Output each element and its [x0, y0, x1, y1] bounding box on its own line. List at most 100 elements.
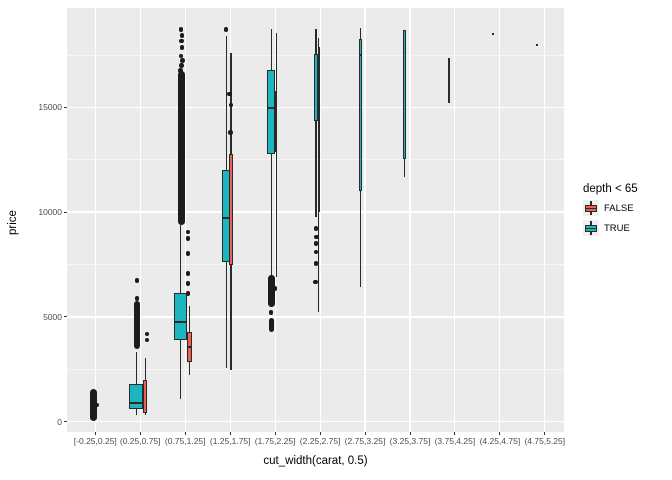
x-tick	[499, 432, 501, 435]
whisker-upper	[448, 57, 450, 63]
whisker-lower	[270, 153, 272, 278]
gridline-minor-y	[67, 368, 564, 370]
outlier-dot	[272, 286, 278, 291]
x-tick-label: (2.75,3.25]	[344, 436, 386, 446]
outlier-dot	[268, 310, 274, 315]
whisker-lower	[315, 120, 317, 218]
whisker-upper	[315, 28, 317, 55]
median-line	[267, 107, 276, 110]
gridline-major-x	[184, 8, 186, 432]
legend-title: depth < 65	[583, 183, 638, 195]
median-line	[274, 123, 278, 125]
whisker-lower	[359, 190, 361, 288]
box-false	[229, 153, 233, 265]
median-line	[222, 217, 231, 220]
gridline-major-y	[67, 316, 564, 318]
y-tick-label: 10000	[38, 207, 62, 218]
outlier-dot	[179, 33, 185, 38]
box-true	[447, 62, 451, 96]
y-tick-label: 5000	[43, 311, 62, 322]
x-tick-label: (3.25,3.75]	[389, 436, 431, 446]
gridline-major-x	[409, 8, 411, 432]
whisker-lower	[179, 340, 181, 400]
gridline-major-x	[139, 8, 141, 432]
box-true	[492, 33, 495, 36]
gridline-major-x	[94, 8, 96, 432]
outlier-dot	[313, 241, 319, 246]
outlier-dot	[185, 251, 191, 256]
whisker-upper	[318, 38, 320, 47]
x-tick	[229, 432, 231, 435]
y-tick	[64, 421, 67, 423]
x-tick-label: (4.75,5.25]	[524, 436, 566, 446]
outlier-dot	[313, 226, 319, 232]
outlier-dot	[179, 38, 184, 44]
outlier-dot	[185, 291, 191, 296]
legend-items: FALSE TRUE	[583, 200, 638, 236]
whisker-upper	[359, 27, 361, 39]
whisker-upper	[135, 352, 137, 385]
outlier-dot	[179, 45, 185, 50]
outlier-dot	[313, 249, 319, 255]
whisker-upper	[144, 358, 146, 380]
whisker-lower	[404, 158, 406, 178]
gridline-major-x	[274, 8, 276, 432]
outlier-dot	[180, 58, 185, 64]
box-false	[143, 380, 147, 413]
whisker-lower	[225, 262, 227, 369]
box-true	[403, 30, 407, 159]
gridline-major-x	[319, 8, 321, 432]
box-true	[536, 44, 539, 47]
median-line	[358, 54, 362, 57]
whisker-upper	[225, 36, 227, 170]
box-false	[317, 46, 320, 213]
gridline-major-y	[67, 420, 564, 423]
gridline-major-x	[544, 8, 546, 432]
whisker-lower	[448, 95, 450, 103]
x-tick	[544, 432, 546, 435]
outlier-run	[177, 71, 186, 226]
y-tick-label: 15000	[38, 102, 62, 113]
outlier-dot	[134, 296, 140, 301]
legend-key-boxplot-icon	[583, 200, 599, 216]
outlier-dot	[178, 27, 184, 32]
outlier-dot	[313, 279, 318, 285]
outlier-dot	[223, 27, 229, 32]
outlier-dot	[185, 281, 191, 286]
outlier-dot	[314, 234, 319, 240]
box-true	[173, 293, 187, 341]
y-tick	[64, 211, 67, 213]
legend-label: TRUE	[604, 222, 630, 234]
x-tick-label: (0.25,0.75]	[119, 436, 161, 446]
x-tick	[409, 432, 411, 435]
outlier-dot	[179, 63, 184, 69]
legend-key-boxplot-icon	[583, 220, 599, 236]
box-true	[314, 54, 318, 121]
outlier-run	[268, 274, 275, 307]
outlier-dot	[178, 53, 184, 59]
gridline-major-x	[499, 8, 501, 432]
outlier-dot	[228, 130, 233, 135]
x-tick	[94, 432, 96, 435]
x-axis-title: cut_width(carat, 0.5)	[263, 455, 368, 467]
x-tick-label: (3.75,4.25]	[434, 436, 476, 446]
outlier-run	[133, 301, 141, 349]
x-tick-label: [-0.25,0.25]	[73, 436, 117, 446]
median-line	[128, 401, 144, 404]
x-tick	[454, 432, 456, 435]
y-axis-title: price	[7, 210, 19, 236]
x-tick	[319, 432, 321, 435]
x-tick-label: (0.75,1.25]	[164, 436, 206, 446]
outlier-run	[90, 389, 98, 421]
whisker-lower	[230, 264, 232, 371]
outlier-dot	[144, 331, 150, 337]
whisker-lower	[144, 413, 146, 415]
x-tick-label: (1.75,2.25]	[254, 436, 296, 446]
x-tick	[184, 432, 186, 435]
x-tick-label: (2.25,2.75]	[299, 436, 341, 446]
outlier-run	[268, 318, 275, 332]
whisker-lower	[188, 361, 190, 376]
legend: depth < 65 FALSE TRUE	[583, 183, 638, 240]
x-tick-label: (4.25,4.75]	[479, 436, 521, 446]
